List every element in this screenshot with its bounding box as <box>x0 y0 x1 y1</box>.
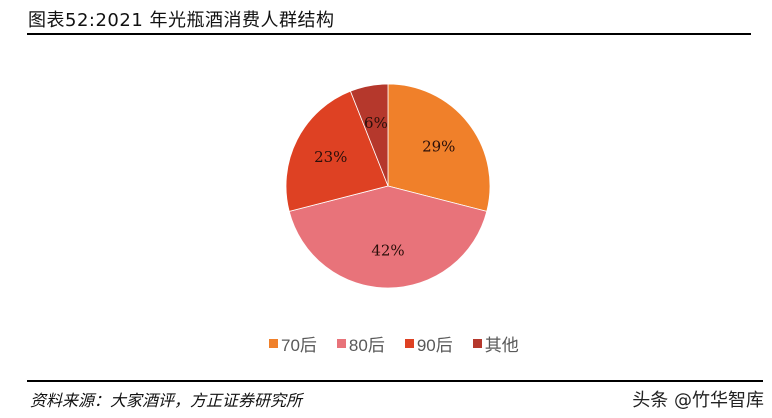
legend-swatch-icon <box>269 339 278 348</box>
slice-label: 23% <box>314 148 347 166</box>
pie-slices <box>285 83 491 289</box>
chart-legend: 70后 80后 90后 其他 <box>269 331 519 356</box>
footer-divider <box>27 380 763 382</box>
legend-label: 80后 <box>348 336 385 355</box>
legend-item-other: 其他 <box>472 331 519 356</box>
pie-slice <box>349 83 389 187</box>
slice-label: 29% <box>422 138 455 156</box>
title-divider <box>27 33 751 35</box>
legend-label: 90后 <box>416 336 453 355</box>
pie-labels: 29% 42% 23% 6% <box>314 114 455 259</box>
pie-chart: 29% 42% 23% 6% <box>285 83 491 289</box>
watermark: 头条 @竹华智库 <box>632 390 764 411</box>
legend-label: 70后 <box>281 336 317 355</box>
legend-swatch-icon <box>472 339 482 348</box>
pie-slice <box>288 185 488 289</box>
legend-item-90s: 90后 <box>404 331 453 356</box>
slice-label: 6% <box>364 114 388 132</box>
source-note: 资料来源：大家酒评，方正证券研究所 <box>30 391 303 410</box>
legend-item-70s: 70后 <box>269 331 317 356</box>
pie-slice <box>387 83 491 212</box>
slice-label: 42% <box>371 241 404 259</box>
legend-swatch-icon <box>404 339 414 348</box>
legend-label: 其他 <box>484 336 519 355</box>
legend-item-80s: 80后 <box>336 331 385 356</box>
legend-swatch-icon <box>336 339 346 348</box>
pie-slice <box>285 90 389 212</box>
chart-title: 图表52:2021 年光瓶酒消费人群结构 <box>28 10 335 31</box>
